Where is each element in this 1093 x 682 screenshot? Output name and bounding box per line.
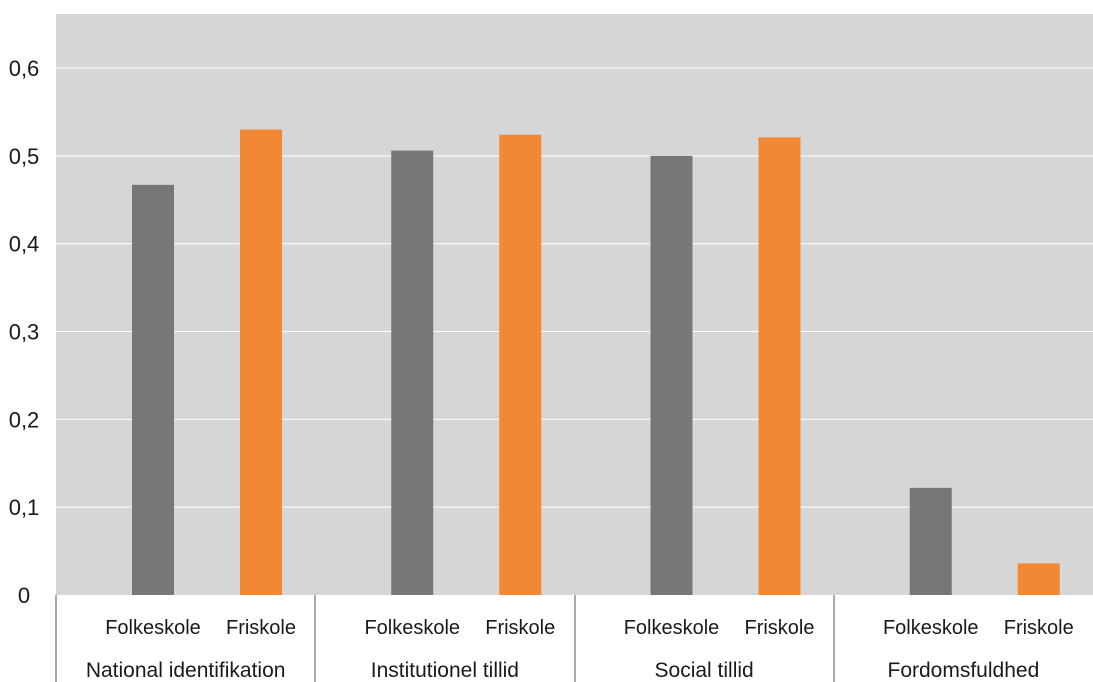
x-group-label: Social tillid [655,659,754,682]
x-category-label: Folkeskole [105,617,201,639]
x-group-label: Fordomsfuldhed [888,659,1040,682]
bar-friskole-4 [1017,563,1060,595]
bar-folkeskole-1 [132,184,174,595]
x-category-label: Friskole [226,617,296,639]
gridlines [56,67,1093,508]
x-axis: Folkeskole Friskole National identifikatio… [55,595,1074,682]
bar-folkeskole-4 [909,487,952,595]
x-category-label: Friskole [1004,617,1074,639]
y-tick-label: 0,2 [9,407,40,432]
x-group-label: Institutionel tillid [371,659,519,682]
y-axis: 0 0,1 0,2 0,3 0,4 0,5 0,6 [9,56,40,608]
x-category-label: Folkeskole [364,617,460,639]
x-category-label: Folkeskole [624,617,720,639]
x-category-label: Friskole [485,617,555,639]
bar-friskole-3 [758,137,801,595]
y-tick-label: 0,5 [9,144,40,169]
bar-folkeskole-3 [650,155,693,596]
x-group-label: National identifikation [86,659,286,682]
x-category-label: Folkeskole [883,617,979,639]
y-tick-label: 0,4 [9,232,40,257]
y-tick-label: 0,3 [9,320,40,345]
y-tick-label: 0 [18,583,30,608]
bars [132,129,1060,596]
bar-folkeskole-2 [391,150,434,595]
x-category-label: Friskole [744,617,814,639]
y-tick-label: 0,1 [9,495,40,520]
bar-friskole-2 [499,134,542,595]
y-tick-label: 0,6 [9,56,40,81]
bar-friskole-1 [240,129,282,595]
